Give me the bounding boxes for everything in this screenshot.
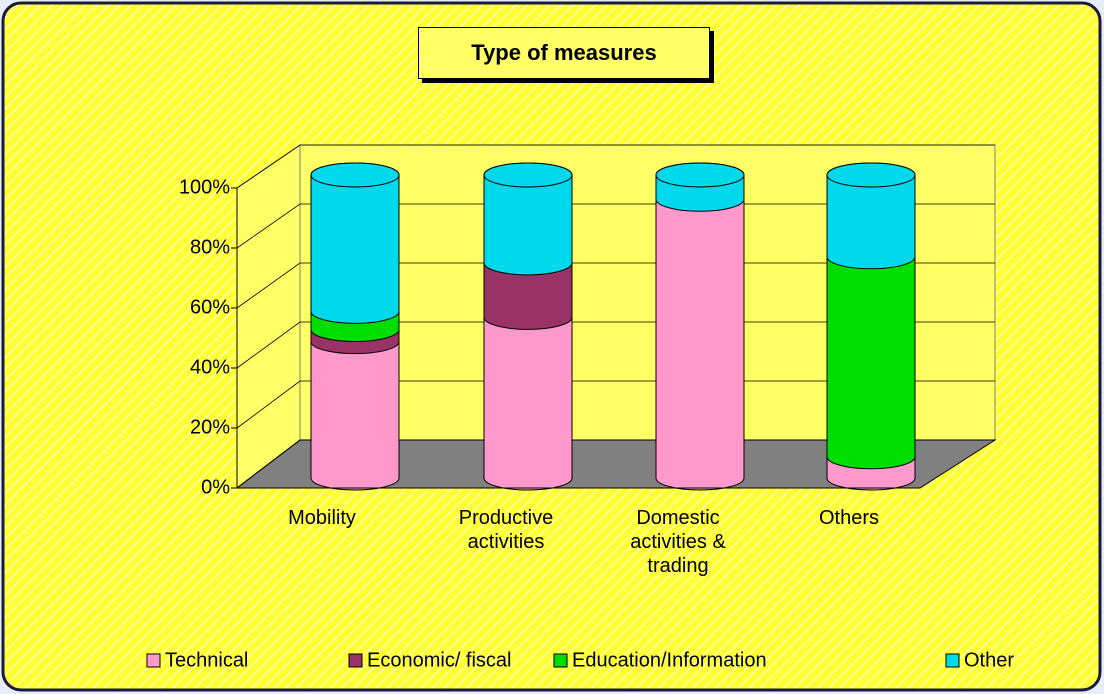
grid-line xyxy=(236,321,995,369)
cylinder-cap xyxy=(826,162,916,188)
legend-swatch xyxy=(553,653,568,668)
cylinder-cap xyxy=(310,162,400,188)
y-tick-label: 80% xyxy=(190,236,230,258)
x-tick-label: Mobility xyxy=(288,507,356,529)
cylinder-cap xyxy=(483,162,573,188)
y-tick-label: 60% xyxy=(190,296,230,318)
bar-segment xyxy=(655,186,745,491)
legend-label: Technical xyxy=(165,649,248,671)
legend-label: Other xyxy=(964,649,1014,671)
grid-line xyxy=(236,439,995,489)
legend-swatch xyxy=(348,653,363,668)
y-tick-label: 20% xyxy=(190,416,230,438)
legend-swatch xyxy=(146,653,161,668)
cylinder-cap xyxy=(655,162,745,188)
legend-label: Economic/ fiscal xyxy=(367,649,512,671)
x-tick-label: Others xyxy=(818,507,880,529)
legend-label: Education/Information xyxy=(572,649,767,671)
side-wall xyxy=(236,144,301,490)
grid-line xyxy=(236,380,995,429)
grid-line xyxy=(236,203,995,249)
grid-line xyxy=(236,262,995,309)
bar-segment xyxy=(826,244,916,470)
bar-segment xyxy=(483,304,573,491)
y-tick-label: 40% xyxy=(190,356,230,378)
y-tick-label: 0% xyxy=(201,476,230,498)
x-tick-label: Productive activities xyxy=(458,507,554,553)
grid-line xyxy=(236,144,995,189)
y-tick-label: 100% xyxy=(179,176,230,198)
legend-swatch xyxy=(945,653,960,668)
chart-title: Type of measures xyxy=(418,27,710,79)
x-tick-label: Domestic activities & trading xyxy=(630,507,726,577)
